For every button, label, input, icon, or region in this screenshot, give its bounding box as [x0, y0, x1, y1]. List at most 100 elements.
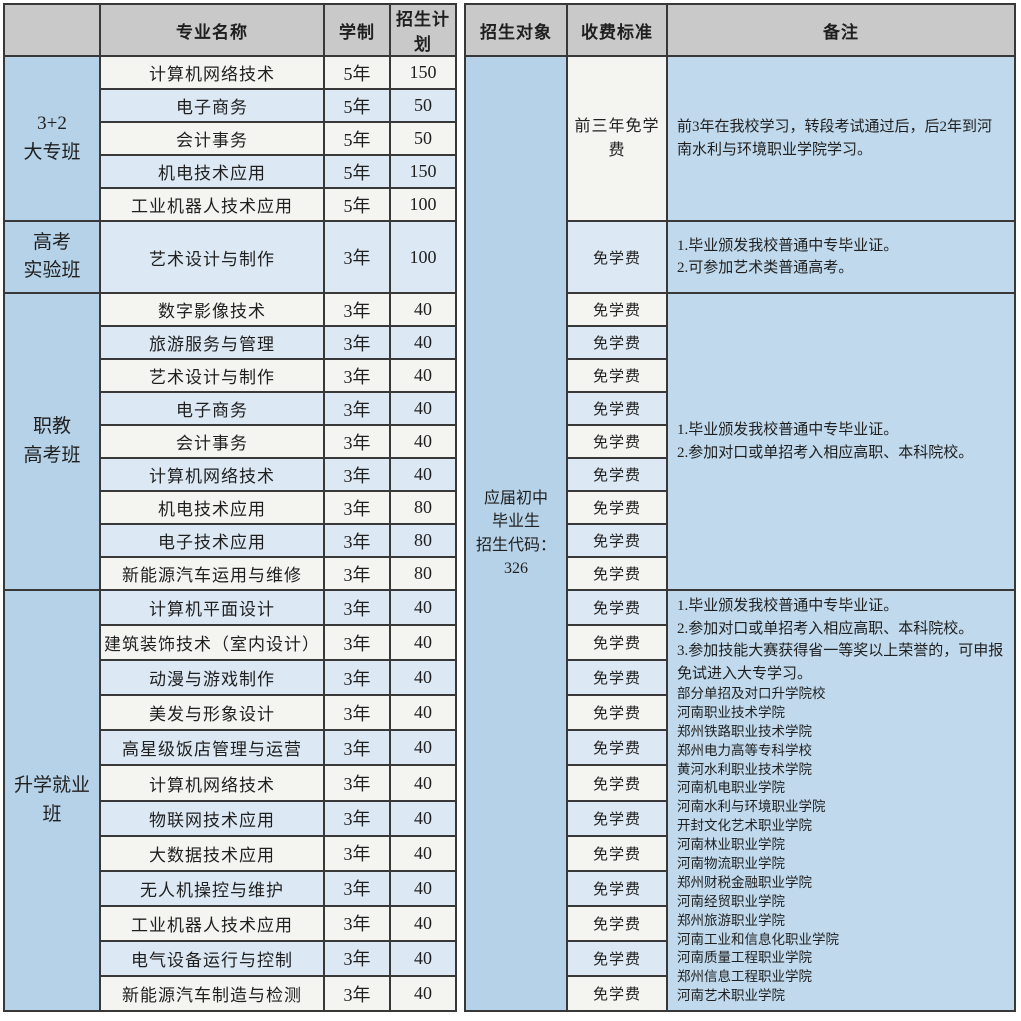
- years-cell: 3年: [323, 424, 391, 459]
- table-row: 美发与形象设计 3年 40 免学费: [4, 694, 1015, 732]
- major-cell: 工业机器人技术应用: [99, 904, 325, 942]
- plan-cell: 40: [389, 358, 457, 393]
- years-cell: 3年: [323, 588, 391, 627]
- table-row: 计算机网络技术 3年 40 免学费: [4, 764, 1015, 802]
- fee-cell: 免学费: [566, 424, 668, 459]
- table-row: 计算机网络技术 3年 40 免学费: [4, 457, 1015, 492]
- plan-cell: 40: [389, 391, 457, 426]
- years-cell: 3年: [323, 869, 391, 907]
- target-cell: 应届初中 毕业生 招生代码： 326: [464, 54, 568, 1013]
- table-row: 3+2 大专班 计算机网络技术 5年 150 应届初中 毕业生 招生代码： 326 前三年免学费前…: [3, 54, 1016, 1013]
- years-cell: 3年: [323, 457, 391, 492]
- years-cell: 3年: [323, 975, 391, 1013]
- plan-cell: 40: [389, 659, 457, 697]
- fee-cell: 免学费: [566, 292, 668, 327]
- group-line: 升学就业: [13, 775, 90, 797]
- plan-cell: 50: [389, 121, 457, 156]
- fee-cell: 免学费: [566, 764, 668, 802]
- major-cell: 电子商务: [99, 88, 325, 123]
- table-row: 职教 高考班 数字影像技术 3年 40 免学费 1.毕业颁发我校普通中专毕业证。 2.参加对口…: [3, 292, 1016, 591]
- group-cell: 高考 实验班: [3, 220, 101, 294]
- table-row: 电气设备运行与控制 3年 40 免学费: [4, 939, 1015, 978]
- plan-cell: 40: [389, 292, 457, 327]
- fee-cell: 免学费: [566, 358, 668, 393]
- table-row: 工业机器人技术应用 3年 40 免学费: [4, 904, 1015, 942]
- fee-cell: 免学费: [566, 490, 668, 525]
- years-cell: 3年: [323, 490, 391, 525]
- remark-line: 3.参加技能大赛获得省一等奖以上荣誉的，可申报免试进入大专学习。: [677, 643, 1004, 682]
- plan-cell: 50: [389, 88, 457, 123]
- fee-cell: 免学费: [566, 799, 668, 837]
- plan-cell: 80: [389, 556, 457, 591]
- table-row: 建筑装饰技术（室内设计） 3年 40 免学费: [4, 624, 1015, 662]
- fee-cell: 免学费: [566, 391, 668, 426]
- remark-line: 河南工业和信息化职业学院: [677, 931, 839, 947]
- major-cell: 电子技术应用: [99, 523, 325, 558]
- remark-cell: 前3年在我校学习，转段考试通过后，后2年到河南水利与环境职业学院学习。: [666, 55, 1016, 222]
- fee-cell: 免学费: [566, 588, 668, 627]
- plan-cell: 40: [389, 624, 457, 662]
- remark-line: 河南职业技术学院: [677, 704, 785, 720]
- remark-line: 河南艺术职业学院: [677, 988, 785, 1004]
- table-row: 新能源汽车运用与维修 3年 80 免学费: [4, 556, 1015, 591]
- plan-cell: 40: [389, 424, 457, 459]
- table-row: 会计事务 3年 40 免学费: [4, 424, 1015, 459]
- fee-cell: 免学费: [566, 729, 668, 767]
- group-line: 班: [42, 803, 62, 825]
- group-line: 大专班: [23, 141, 81, 163]
- major-cell: 艺术设计与制作: [99, 220, 325, 294]
- major-cell: 新能源汽车制造与检测: [99, 975, 325, 1013]
- fee-cell: 免学费: [566, 904, 668, 942]
- years-cell: 3年: [323, 694, 391, 732]
- years-cell: 5年: [323, 121, 391, 156]
- major-cell: 会计事务: [99, 424, 325, 459]
- years-cell: 3年: [323, 659, 391, 697]
- remark-line: 河南经贸职业学院: [677, 893, 785, 909]
- plan-cell: 40: [389, 694, 457, 732]
- remark-line: 部分单招及对口升学院校: [677, 686, 826, 701]
- remark-line: 河南机电职业学院: [677, 780, 785, 796]
- table-row: 大数据技术应用 3年 40 免学费: [4, 834, 1015, 872]
- plan-cell: 80: [389, 523, 457, 558]
- group-line: 3+2: [37, 113, 67, 134]
- table-row: 工业机器人技术应用 5年 100: [4, 187, 1015, 222]
- major-cell: 机电技术应用: [99, 154, 325, 189]
- fee-cell: 免学费: [566, 939, 668, 978]
- years-cell: 5年: [323, 154, 391, 189]
- major-cell: 数字影像技术: [99, 292, 325, 327]
- plan-cell: 40: [389, 729, 457, 767]
- years-cell: 3年: [323, 834, 391, 872]
- remark-line: 1.毕业颁发我校普通中专毕业证。: [677, 422, 899, 438]
- remark-header: 备注: [666, 3, 1016, 57]
- remark-line: 郑州信息工程职业学院: [677, 969, 812, 985]
- years-cell: 3年: [323, 325, 391, 360]
- fee-cell: 免学费: [566, 975, 668, 1013]
- table-row: 机电技术应用 5年 150: [4, 154, 1015, 189]
- group-cell: 3+2 大专班: [3, 55, 101, 222]
- remark-line: 开封文化艺术职业学院: [677, 818, 812, 834]
- table-row: 新能源汽车制造与检测 3年 40 免学费: [4, 975, 1015, 1013]
- plan-cell: 40: [389, 939, 457, 978]
- remark-cell: 1.毕业颁发我校普通中专毕业证。 2.参加对口或单招考入相应高职、本科院校。: [666, 292, 1016, 591]
- years-cell: 3年: [323, 764, 391, 802]
- table-row: 机电技术应用 3年 80 免学费: [4, 490, 1015, 525]
- major-cell: 高星级饭店管理与运营: [99, 729, 325, 767]
- fee-header: 收费标准: [566, 3, 668, 57]
- table-row: 艺术设计与制作 3年 40 免学费: [4, 358, 1015, 393]
- plan-cell: 40: [389, 975, 457, 1013]
- major-header: 专业名称: [99, 3, 325, 57]
- table-row: 升学就业班计算机平面设计 3年 40 免学费 1.毕业颁发我校普通中专毕业证。 2.参加对…: [3, 588, 1016, 1013]
- plan-cell: 40: [389, 834, 457, 872]
- remark-cell: 1.毕业颁发我校普通中专毕业证。 2.可参加艺术类普通高考。: [666, 220, 1016, 294]
- plan-cell: 150: [389, 55, 457, 90]
- group-cell: 职教 高考班: [3, 292, 101, 591]
- fee-cell: 免学费: [566, 220, 668, 294]
- years-cell: 3年: [323, 939, 391, 978]
- years-cell: 5年: [323, 187, 391, 222]
- target-line: 应届初中: [483, 490, 548, 508]
- remark-cell: 1.毕业颁发我校普通中专毕业证。 2.参加对口或单招考入相应高职、本科院校。 3.参…: [666, 588, 1016, 1013]
- fee-cell: 免学费: [566, 659, 668, 697]
- major-cell: 旅游服务与管理: [99, 325, 325, 360]
- remark-line: 河南水利与环境职业学院: [677, 799, 826, 815]
- table-row: 物联网技术应用 3年 40 免学费: [4, 799, 1015, 837]
